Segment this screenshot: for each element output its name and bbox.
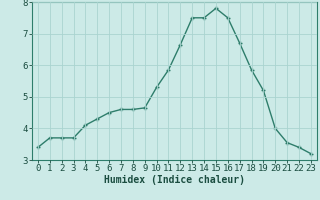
X-axis label: Humidex (Indice chaleur): Humidex (Indice chaleur) <box>104 175 245 185</box>
